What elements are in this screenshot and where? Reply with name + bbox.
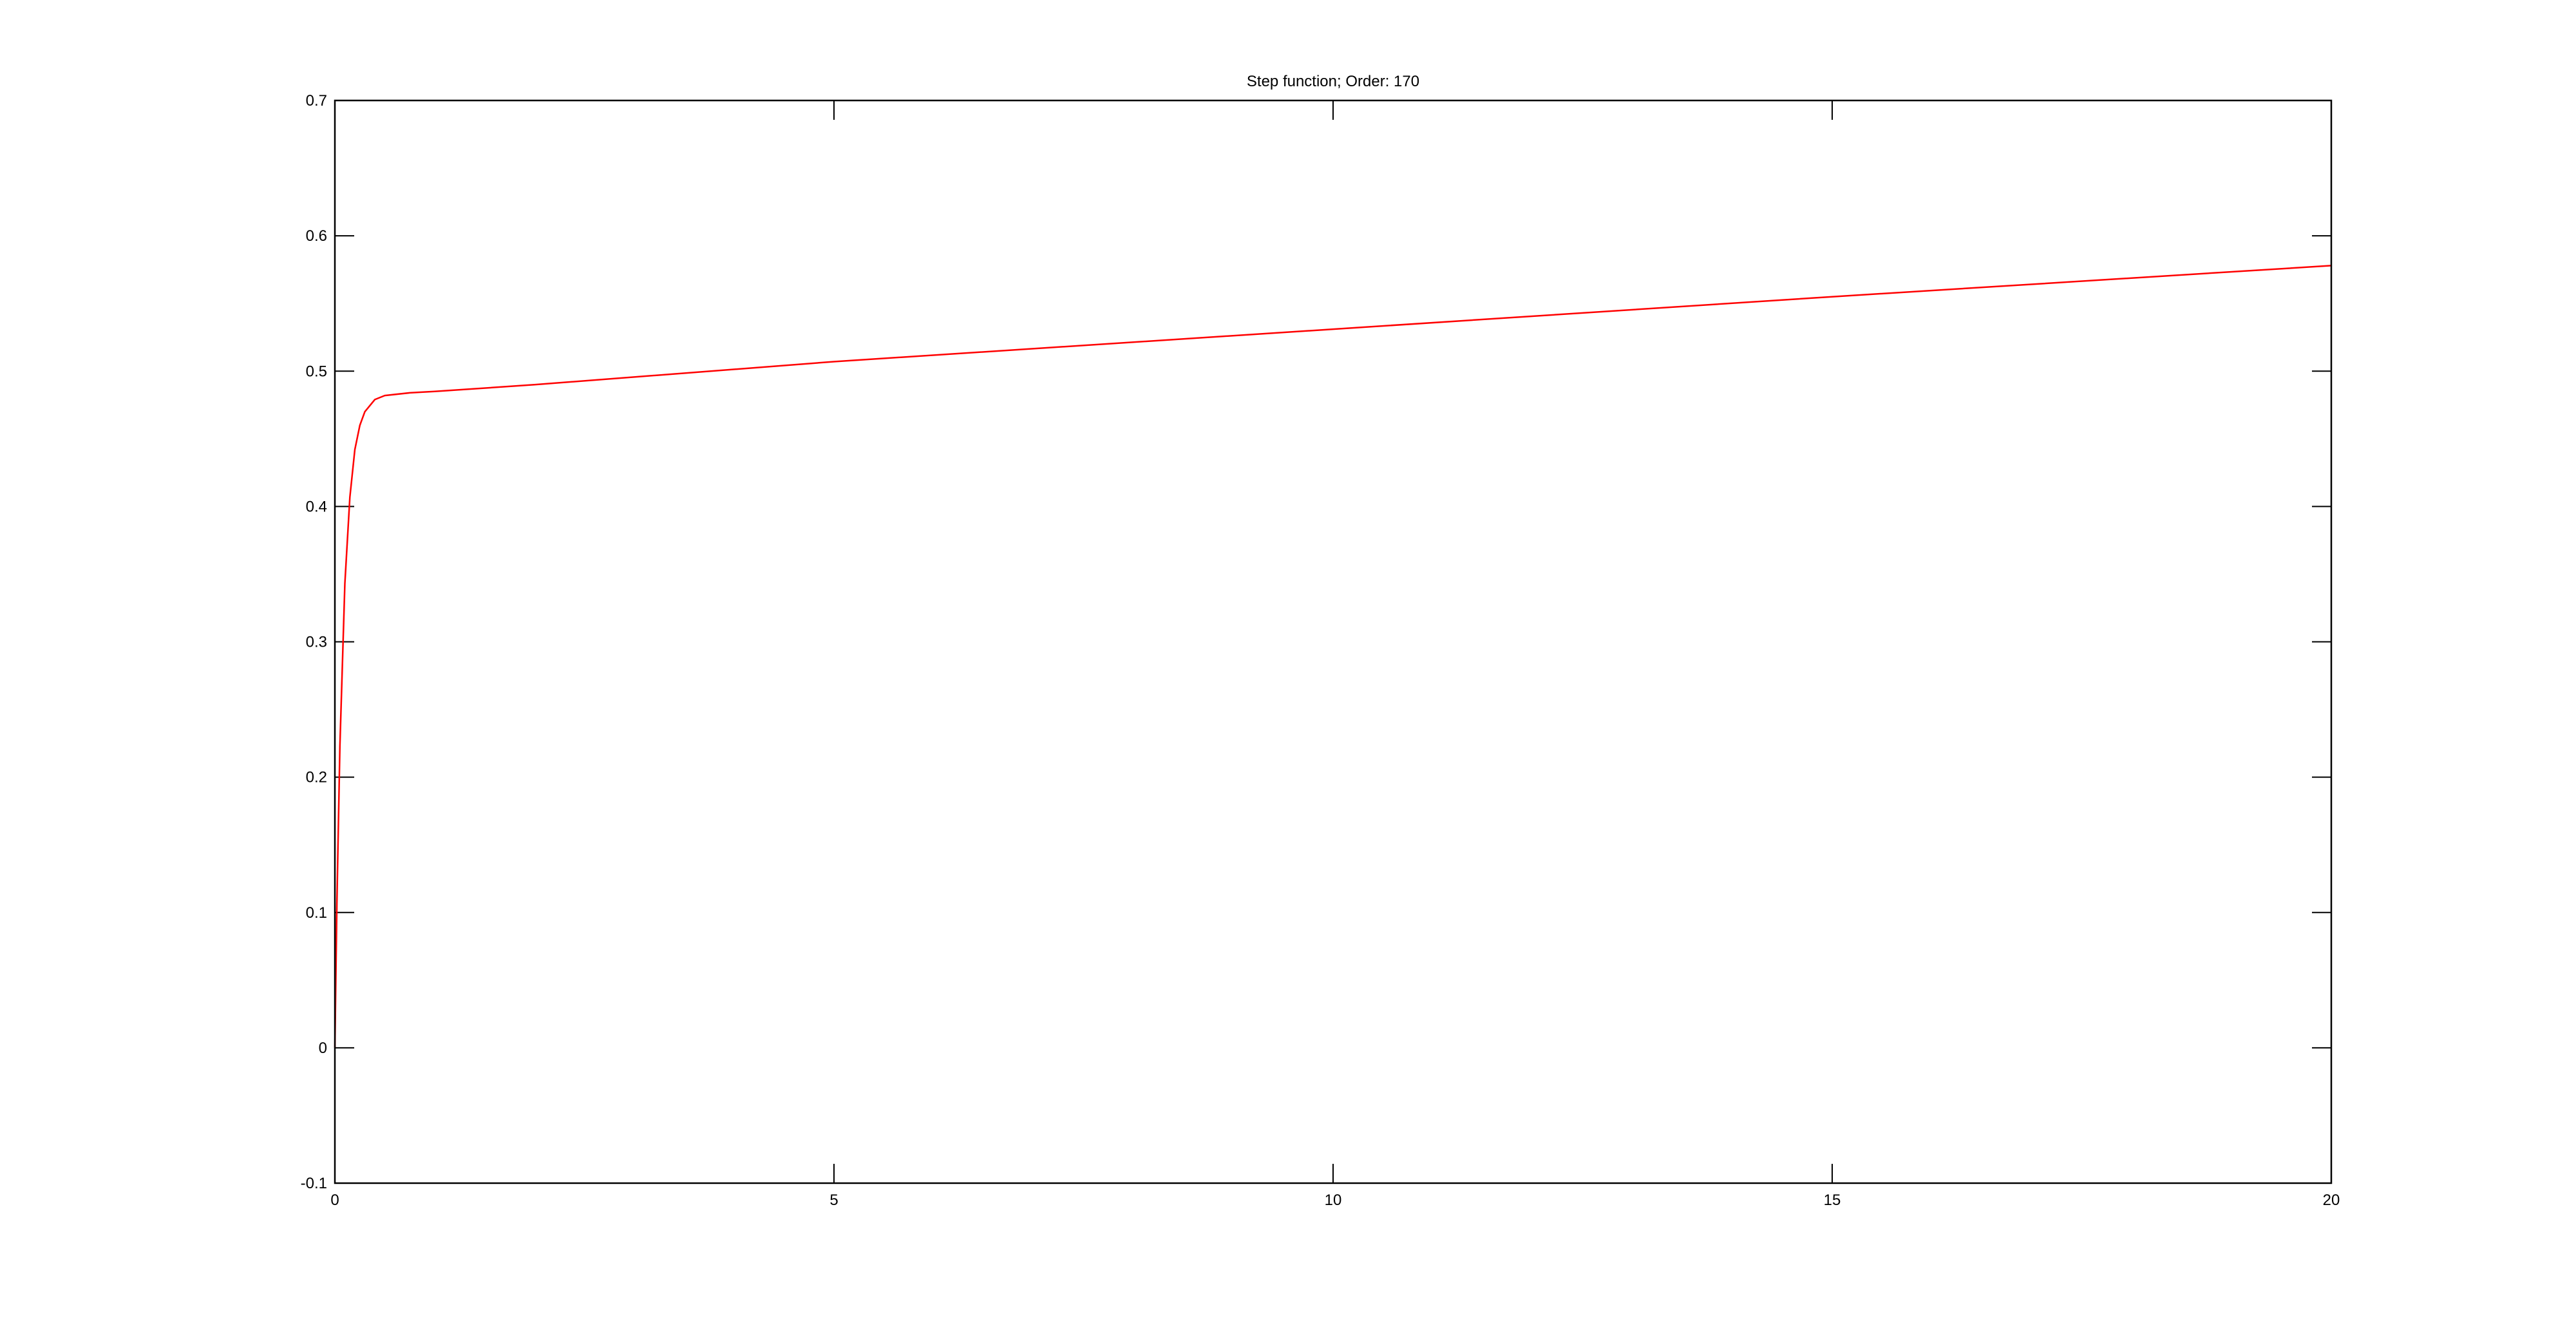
y-tick-label: -0.1: [301, 1175, 327, 1192]
y-tick-label: 0.6: [306, 227, 327, 245]
plot-frame: [334, 99, 2333, 1184]
y-tick-label: 0.1: [306, 904, 327, 922]
x-tick-label: 5: [829, 1192, 838, 1209]
x-tick-label: 10: [1325, 1192, 1342, 1209]
y-tick-label: 0.4: [306, 498, 327, 515]
y-tick-label: 0.3: [306, 634, 327, 651]
x-tick-label: 20: [2323, 1192, 2340, 1209]
chart-title: Step function; Order: 170: [1247, 73, 1419, 90]
y-tick-label: 0.7: [306, 92, 327, 109]
axis-ticks: 0 5 10 15 20-0.100.10.20.30.40.50.60.7: [301, 92, 2340, 1209]
series-line: [334, 265, 2332, 1048]
y-tick-label: 0.5: [306, 363, 327, 380]
y-tick-label: 0: [319, 1040, 327, 1057]
x-tick-label: 15: [1824, 1192, 1841, 1209]
y-tick-label: 0.2: [306, 769, 327, 786]
x-tick-label: 0: [330, 1192, 339, 1209]
series-group: [334, 265, 2332, 1048]
